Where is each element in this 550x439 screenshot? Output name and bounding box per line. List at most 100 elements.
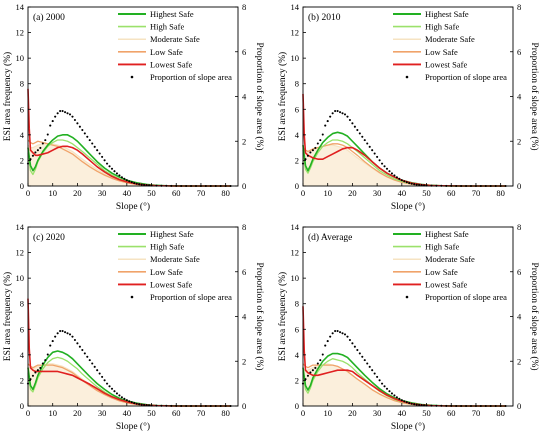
y-tick-label: 4 (20, 130, 25, 140)
y2-tick-label: 0 (517, 181, 521, 191)
x-axis-title: Slope (°) (116, 201, 150, 212)
proportion-point (49, 124, 52, 127)
x-axis-title: Slope (°) (116, 421, 150, 432)
y-tick-label: 8 (295, 299, 299, 309)
proportion-point (356, 129, 359, 132)
proportion-point (400, 179, 403, 182)
proportion-point (306, 154, 309, 157)
proportion-point (64, 331, 67, 334)
x-tick-label: 80 (496, 408, 505, 418)
y2-tick-label: 6 (517, 47, 521, 57)
legend-label-highest: Highest Safe (425, 229, 469, 239)
proportion-point (336, 109, 339, 113)
proportion-point (343, 113, 347, 116)
proportion-point (326, 120, 329, 123)
proportion-point (59, 109, 62, 113)
proportion-point (101, 155, 104, 158)
y2-tick-label: 0 (517, 401, 521, 411)
legend-label-highest: Highest Safe (425, 9, 469, 19)
proportion-point (140, 183, 143, 186)
proportion-point (68, 113, 72, 116)
proportion-point (73, 338, 76, 342)
proportion-point (385, 387, 389, 390)
legend-label-high: High Safe (150, 242, 184, 252)
proportion-point (73, 118, 76, 122)
proportion-point (373, 152, 376, 155)
series-area-moderate (28, 363, 231, 406)
x-tick-label: 20 (348, 188, 357, 198)
proportion-point (106, 162, 109, 165)
legend-label-moderate: Moderate Safe (425, 34, 475, 44)
proportion-point (385, 167, 389, 170)
proportion-point (358, 132, 361, 135)
y-tick-label: 2 (295, 155, 299, 165)
y2-tick-label: 6 (242, 267, 246, 277)
proportion-point (381, 382, 384, 385)
y2-tick-label: 2 (517, 356, 521, 366)
legend-label-low: Low Safe (150, 267, 183, 277)
proportion-point (51, 120, 54, 123)
proportion-point (61, 329, 64, 333)
proportion-point (395, 176, 398, 179)
proportion-point (71, 335, 74, 338)
proportion-point (115, 392, 118, 395)
y-tick-label: 10 (291, 273, 300, 283)
legend: Highest Safe High Safe Moderate Safe Low Sa… (393, 229, 507, 302)
proportion-point (324, 124, 327, 127)
proportion-point (76, 122, 79, 125)
proportion-point (36, 369, 39, 372)
legend-label-lowest: Lowest Safe (150, 59, 192, 69)
proportion-point (334, 329, 337, 333)
y-tick-label: 6 (295, 104, 299, 114)
proportion-point (138, 403, 141, 406)
y2-tick-label: 2 (242, 356, 246, 366)
proportion-point (346, 335, 349, 338)
legend-swatch-proportion (130, 75, 134, 79)
chart-panel-1: 0 10 20 30 40 50 60 70 80 0 2 4 6 8 10 12 14 0 2 4 6 8 Slope (… (2, 2, 265, 212)
y2-tick-label: 8 (242, 222, 246, 232)
y2-tick-label: 4 (517, 312, 522, 322)
proportion-point (143, 403, 146, 406)
proportion-point (133, 402, 136, 405)
y-tick-label: 12 (291, 28, 300, 38)
proportion-point (343, 333, 347, 336)
proportion-point (341, 332, 344, 335)
proportion-point (46, 133, 49, 136)
legend: Highest Safe High Safe Moderate Safe Low Sa… (118, 9, 232, 82)
legend-label-low: Low Safe (425, 267, 458, 277)
proportion-point (371, 369, 374, 372)
proportion-points (301, 109, 507, 188)
y2-tick-label: 0 (242, 181, 246, 191)
legend-label-moderate: Moderate Safe (150, 34, 200, 44)
proportion-point (408, 402, 411, 405)
panel-label: (c) 2020 (33, 232, 65, 243)
proportion-point (101, 375, 104, 378)
x-tick-label: 30 (98, 408, 107, 418)
proportion-point (383, 165, 386, 168)
proportion-point (348, 338, 351, 342)
proportion-point (321, 353, 324, 356)
proportion-point (398, 397, 401, 400)
proportion-point (410, 182, 413, 185)
proportion-point (403, 400, 406, 403)
proportion-point (311, 369, 314, 372)
legend-label-proportion: Proportion of slope area (150, 72, 232, 82)
x-tick-label: 30 (98, 188, 107, 198)
proportion-point (346, 115, 349, 118)
proportion-point (393, 394, 396, 397)
proportion-point (351, 122, 354, 125)
proportion-point (81, 129, 84, 132)
proportion-point (314, 146, 317, 150)
chart-panel-2: 0 10 20 30 40 50 60 70 80 0 2 4 6 8 10 12 14 0 2 4 6 8 Slope (… (277, 2, 540, 212)
x-tick-label: 40 (398, 188, 407, 198)
proportion-point (405, 401, 408, 404)
x-tick-label: 30 (373, 408, 382, 418)
x-tick-label: 0 (26, 188, 30, 198)
proportion-point (309, 371, 312, 374)
y-tick-label: 4 (295, 350, 300, 360)
proportion-point (356, 349, 359, 352)
y2-tick-label: 4 (242, 92, 247, 102)
x-tick-label: 0 (301, 408, 305, 418)
x-tick-label: 20 (73, 188, 82, 198)
proportion-point (304, 158, 307, 161)
